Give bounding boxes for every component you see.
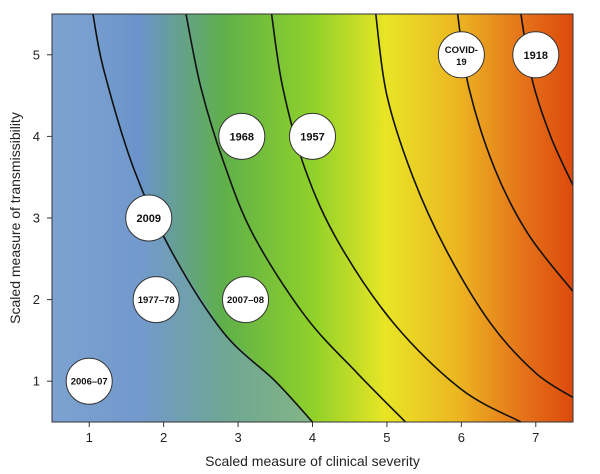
data-point-label: 1977–78: [138, 295, 175, 306]
y-tick-label: 1: [33, 374, 40, 389]
data-point-label: 1968: [230, 131, 254, 143]
x-tick-label: 2: [160, 430, 167, 445]
data-point-circle: [218, 112, 266, 160]
data-point-label: 2009: [137, 213, 161, 225]
data-point-circle: [222, 276, 270, 324]
data-point: 2007–08: [222, 276, 270, 324]
data-point: 1957: [289, 112, 336, 160]
contour-line-2: [185, 14, 407, 422]
data-point-label: COVID-19: [445, 45, 478, 68]
data-point: 1968: [218, 112, 266, 160]
data-point-circle: [437, 31, 485, 79]
x-tick-label: 7: [532, 430, 539, 445]
data-point: COVID-19: [437, 31, 485, 79]
data-point-circle: [125, 194, 173, 242]
data-point-circle: [132, 276, 180, 324]
data-point-label: 1918: [524, 50, 548, 62]
contour-line-4: [374, 14, 573, 399]
contour-line-3: [270, 14, 522, 422]
y-tick-label: 5: [33, 47, 40, 62]
data-point-label: 2007–08: [227, 295, 264, 306]
y-tick-label: 4: [33, 129, 40, 144]
x-tick-label: 6: [458, 430, 465, 445]
data-point-label: 1957: [300, 131, 324, 143]
x-axis-label: Scaled measure of clinical severity: [205, 453, 420, 469]
data-point-label: 2006–07: [71, 377, 108, 388]
contour-lines: [92, 14, 573, 422]
data-point: 1918: [512, 31, 560, 79]
data-points: 2006–07 1977–78 2009 2007–08 1968 1957 COVID-1…: [65, 31, 560, 405]
contour-line-1: [92, 14, 314, 422]
x-tick-label: 4: [309, 430, 316, 445]
x-tick-label: 3: [234, 430, 241, 445]
data-point-circle: [65, 357, 113, 405]
y-axis-ticks: 1 2 3 4 5: [33, 47, 52, 389]
data-point-circle: [289, 112, 336, 160]
y-axis-label: Scaled measure of transmissibility: [7, 112, 23, 324]
x-axis-ticks: 1 2 3 4 5 6 7: [86, 422, 539, 445]
y-tick-label: 2: [33, 292, 40, 307]
x-tick-label: 1: [86, 430, 93, 445]
data-point: 1977–78: [132, 276, 180, 324]
data-point: 2009: [125, 194, 173, 242]
data-point-circle: [512, 31, 560, 79]
x-tick-label: 5: [383, 430, 390, 445]
data-point: 2006–07: [65, 357, 113, 405]
y-tick-label: 3: [33, 211, 40, 226]
